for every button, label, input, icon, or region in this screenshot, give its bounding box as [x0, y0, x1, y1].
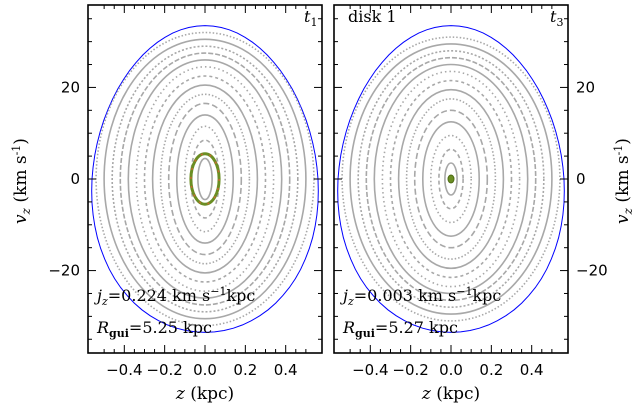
- left-panel: −0.4 −0.2 0.0 0.2 0.4 −20 0 20 z (kpc) t1 jz=0.224…: [48, 4, 323, 404]
- orbit-contour: [143, 75, 267, 283]
- y-axis-title-text: vz (km s-1): [612, 138, 635, 224]
- x-tick-label: 0.2: [479, 361, 503, 379]
- x-tick-label: −0.2: [392, 361, 428, 379]
- orbit-contour: [397, 88, 505, 270]
- x-tick-label: 0.4: [520, 361, 544, 379]
- disk-label: disk 1: [348, 7, 397, 26]
- x-axis-title: z (kpc): [421, 384, 480, 404]
- y-tick-label: 20: [576, 78, 595, 96]
- orbit-contour: [135, 66, 275, 292]
- y-tick-label: 0: [70, 170, 80, 188]
- orbit-contour: [197, 157, 213, 201]
- orbit-contour: [349, 43, 553, 315]
- highlight-orbit: [447, 174, 455, 184]
- orbit-contour: [184, 125, 227, 233]
- orbit-contour: [95, 31, 315, 327]
- y-tick-label: −20: [48, 262, 80, 280]
- x-tick-label: 0.0: [439, 361, 463, 379]
- y-tick-label: 20: [61, 78, 80, 96]
- orbit-contour: [413, 109, 489, 249]
- orbit-contour: [429, 134, 472, 224]
- orbit-contour: [341, 36, 561, 322]
- orbit-contour: [357, 50, 545, 308]
- orbit-contour: [111, 45, 299, 313]
- jz-annotation: jz=0.224 km s−1kpc: [94, 285, 255, 308]
- orbit-contour: [127, 59, 283, 299]
- plot-area: [337, 25, 565, 333]
- rgui-annotation: Rgui=5.27 kpc: [342, 318, 458, 340]
- x-tick-label: −0.4: [352, 361, 388, 379]
- time-label: t3: [550, 7, 563, 29]
- orbit-contour: [167, 102, 243, 256]
- orbit-contour: [176, 114, 235, 244]
- orbit-contour: [103, 38, 307, 320]
- orbit-contour: [389, 79, 513, 279]
- highlight-orbit-accent: [190, 153, 220, 205]
- energy-boundary-curve: [91, 25, 319, 333]
- orbit-contour: [438, 148, 464, 210]
- orbit-contour: [365, 56, 537, 302]
- x-tick-label: 0.0: [193, 361, 217, 379]
- time-label: t1: [304, 7, 317, 29]
- x-tick-label: 0.4: [274, 361, 298, 379]
- orbit-contour: [381, 70, 521, 288]
- y-tick-label: −20: [576, 262, 608, 280]
- orbit-contour: [119, 52, 291, 306]
- rgui-annotation: Rgui=5.25 kpc: [96, 318, 212, 340]
- right-y-axis-title: vz (km s-1): [612, 138, 635, 224]
- right-panel: −0.4 −0.2 0.0 0.2 0.4 −20 0 20 z (kpc) t3 disk 1 jz…: [333, 4, 608, 404]
- orbit-contour: [159, 93, 251, 265]
- x-axis-title: z (kpc): [175, 384, 234, 404]
- plot-area: [91, 25, 319, 333]
- orbit-contour: [190, 139, 220, 219]
- y-axis-title-text: vz (km s-1): [10, 138, 33, 224]
- x-tick-label: −0.2: [146, 361, 182, 379]
- orbit-contour: [421, 121, 480, 238]
- y-tick-label: 0: [576, 170, 586, 188]
- orbit-contour: [373, 63, 529, 295]
- orbit-contour: [151, 84, 259, 274]
- orbit-contour: [444, 162, 458, 196]
- x-tick-label: 0.2: [233, 361, 257, 379]
- left-y-axis-title: vz (km s-1): [10, 138, 33, 224]
- x-tick-label: −0.4: [106, 361, 142, 379]
- energy-boundary-curve: [337, 25, 565, 333]
- orbit-contour: [405, 98, 497, 260]
- jz-annotation: jz=0.003 km s−1kpc: [340, 285, 501, 308]
